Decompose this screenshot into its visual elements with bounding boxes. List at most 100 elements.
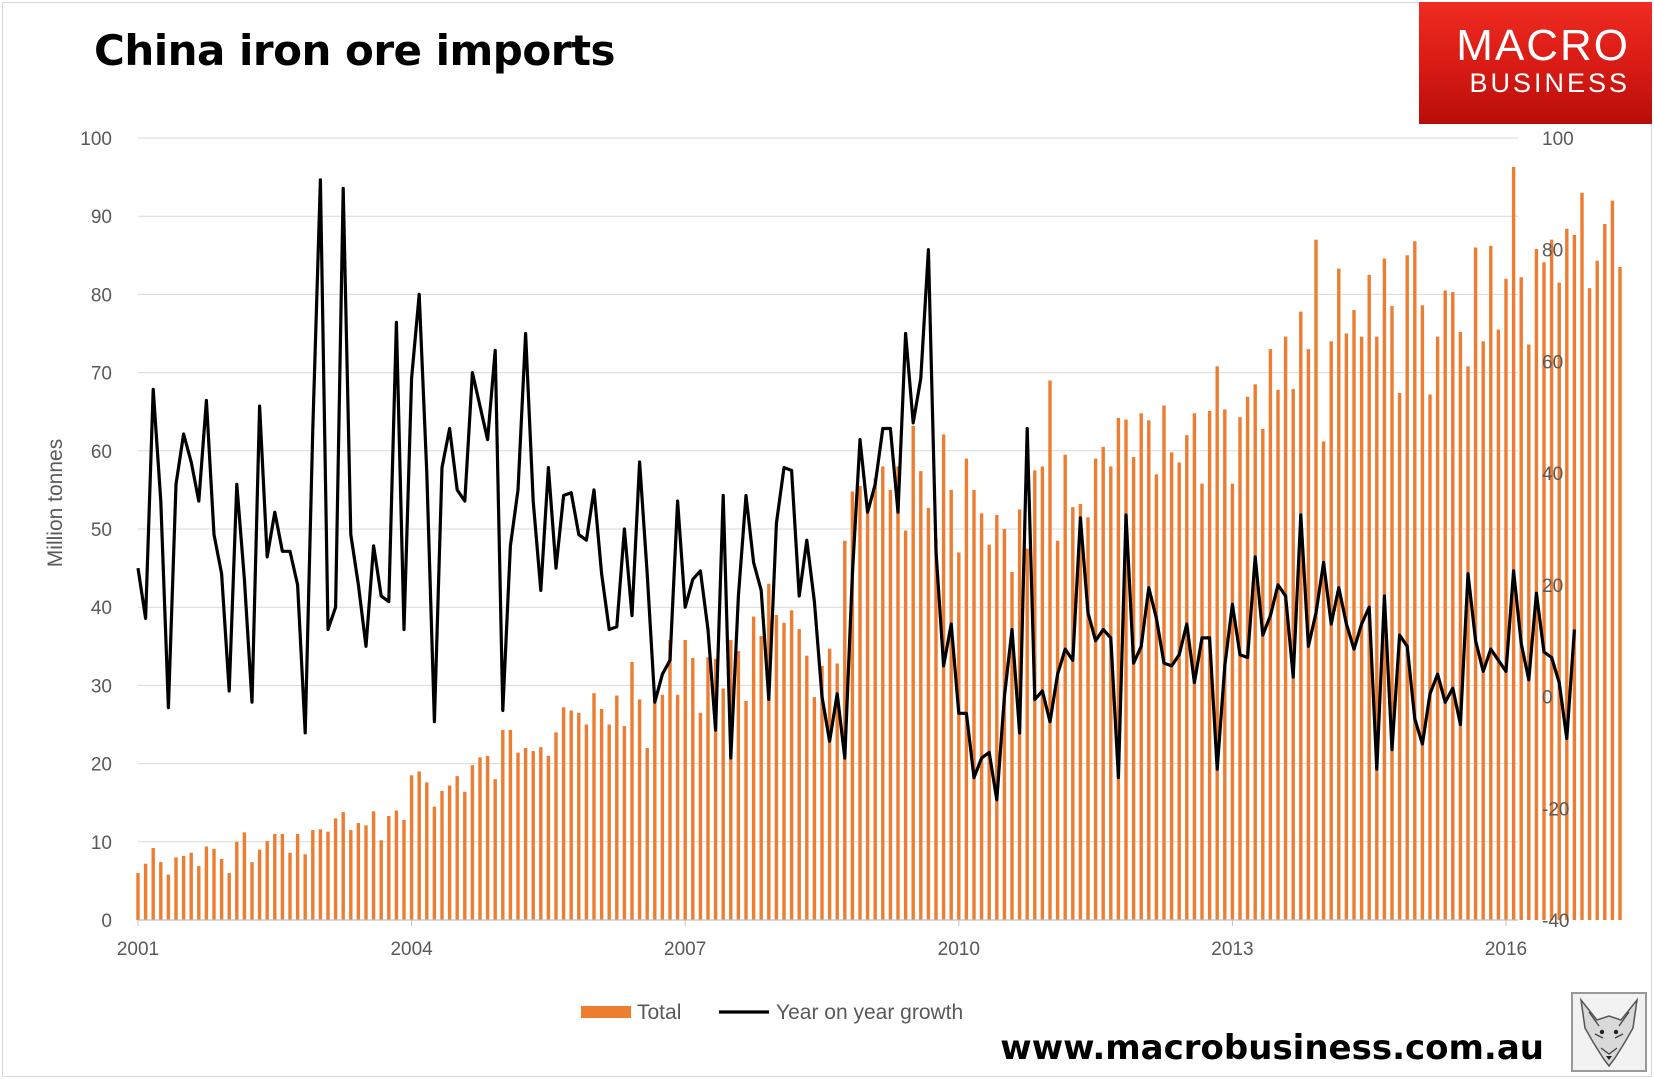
bar: [1002, 529, 1007, 920]
bar: [812, 697, 817, 920]
bar: [584, 724, 589, 920]
bar: [1382, 258, 1387, 921]
bar: [1405, 255, 1409, 921]
bar: [1489, 245, 1493, 920]
bar: [1580, 192, 1584, 921]
bar: [485, 755, 490, 920]
bar: [341, 812, 345, 920]
bar: [706, 657, 710, 920]
bar: [1078, 503, 1083, 920]
bar: [204, 846, 209, 920]
bar: [1367, 274, 1371, 921]
y-axis-title: Million tonnes: [44, 439, 67, 567]
bar: [767, 583, 771, 920]
y-tick-label: 40: [91, 598, 112, 619]
bar: [622, 726, 627, 920]
bar: [371, 811, 376, 920]
y2-tick-label: -40: [1542, 911, 1569, 932]
bar: [691, 658, 695, 920]
bar: [1420, 305, 1425, 920]
bar: [387, 815, 391, 920]
bar: [827, 648, 832, 920]
bar: [919, 471, 923, 920]
bar: [561, 707, 566, 920]
bar: [159, 862, 163, 920]
legend-label-growth: Year on year growth: [776, 1001, 963, 1024]
bar: [280, 833, 285, 920]
bar: [903, 530, 908, 920]
y-tick-label: 0: [101, 911, 112, 932]
x-tick-label: 2007: [664, 939, 706, 960]
bar: [493, 779, 497, 920]
bar: [1169, 452, 1174, 920]
bar: [1314, 239, 1318, 920]
bar: [318, 829, 323, 920]
bar: [675, 694, 680, 920]
bar: [1390, 306, 1394, 920]
bar: [987, 544, 991, 920]
bar: [1519, 277, 1523, 920]
bar: [470, 765, 475, 920]
bar: [797, 629, 801, 920]
bar: [995, 514, 999, 920]
bar: [463, 791, 467, 920]
bar: [1230, 483, 1235, 920]
bar: [630, 661, 634, 920]
bar: [1268, 349, 1273, 920]
bar: [835, 663, 839, 920]
bar: [683, 640, 687, 920]
y2-tick-label: 0: [1542, 688, 1553, 709]
line-series-year-on-year-growth: [136, 178, 1576, 802]
bar: [1451, 292, 1455, 921]
bar: [257, 849, 262, 920]
bar: [364, 825, 368, 920]
bar: [1443, 290, 1447, 920]
bar: [333, 818, 338, 920]
bar: [736, 650, 741, 920]
legend: Total Year on year growth: [581, 1001, 963, 1024]
bar: [1428, 394, 1432, 921]
bar: [432, 806, 437, 920]
bar: [1565, 228, 1569, 920]
y-tick-label: 50: [91, 520, 112, 541]
bar: [1261, 428, 1265, 920]
bar: [751, 616, 756, 920]
bar: [729, 640, 733, 920]
y2-tick-label: 20: [1542, 576, 1563, 597]
bar: [1215, 366, 1219, 920]
y-tick-label: 30: [91, 676, 112, 697]
bar: [1413, 241, 1417, 920]
bar: [1238, 417, 1242, 920]
bar: [1549, 239, 1554, 920]
bar: [1071, 507, 1075, 920]
bar: [440, 790, 444, 920]
bar: [311, 830, 315, 920]
y2-tick-label: 80: [1542, 241, 1563, 262]
bar: [911, 425, 915, 920]
bar: [1481, 341, 1485, 920]
bar: [143, 863, 148, 920]
bar: [881, 466, 885, 920]
bar: [417, 771, 421, 920]
bar: [1283, 336, 1288, 920]
bar: [151, 848, 155, 920]
chart-title: China iron ore imports: [94, 26, 616, 75]
bar: [1139, 413, 1143, 920]
bar: [531, 751, 535, 920]
bar: [273, 833, 277, 920]
bar: [501, 729, 505, 920]
bar: [964, 458, 969, 920]
bar: [1587, 288, 1592, 920]
bar: [242, 832, 247, 920]
bar: [858, 485, 862, 920]
bar: [455, 776, 459, 920]
bar: [949, 489, 953, 920]
y-tick-label: 80: [91, 285, 112, 306]
bar: [523, 747, 528, 920]
bar: [979, 513, 984, 920]
logo-line-1: MACRO: [1456, 21, 1630, 70]
bar: [1116, 417, 1121, 920]
bar: [972, 489, 976, 920]
bar: [926, 507, 931, 920]
